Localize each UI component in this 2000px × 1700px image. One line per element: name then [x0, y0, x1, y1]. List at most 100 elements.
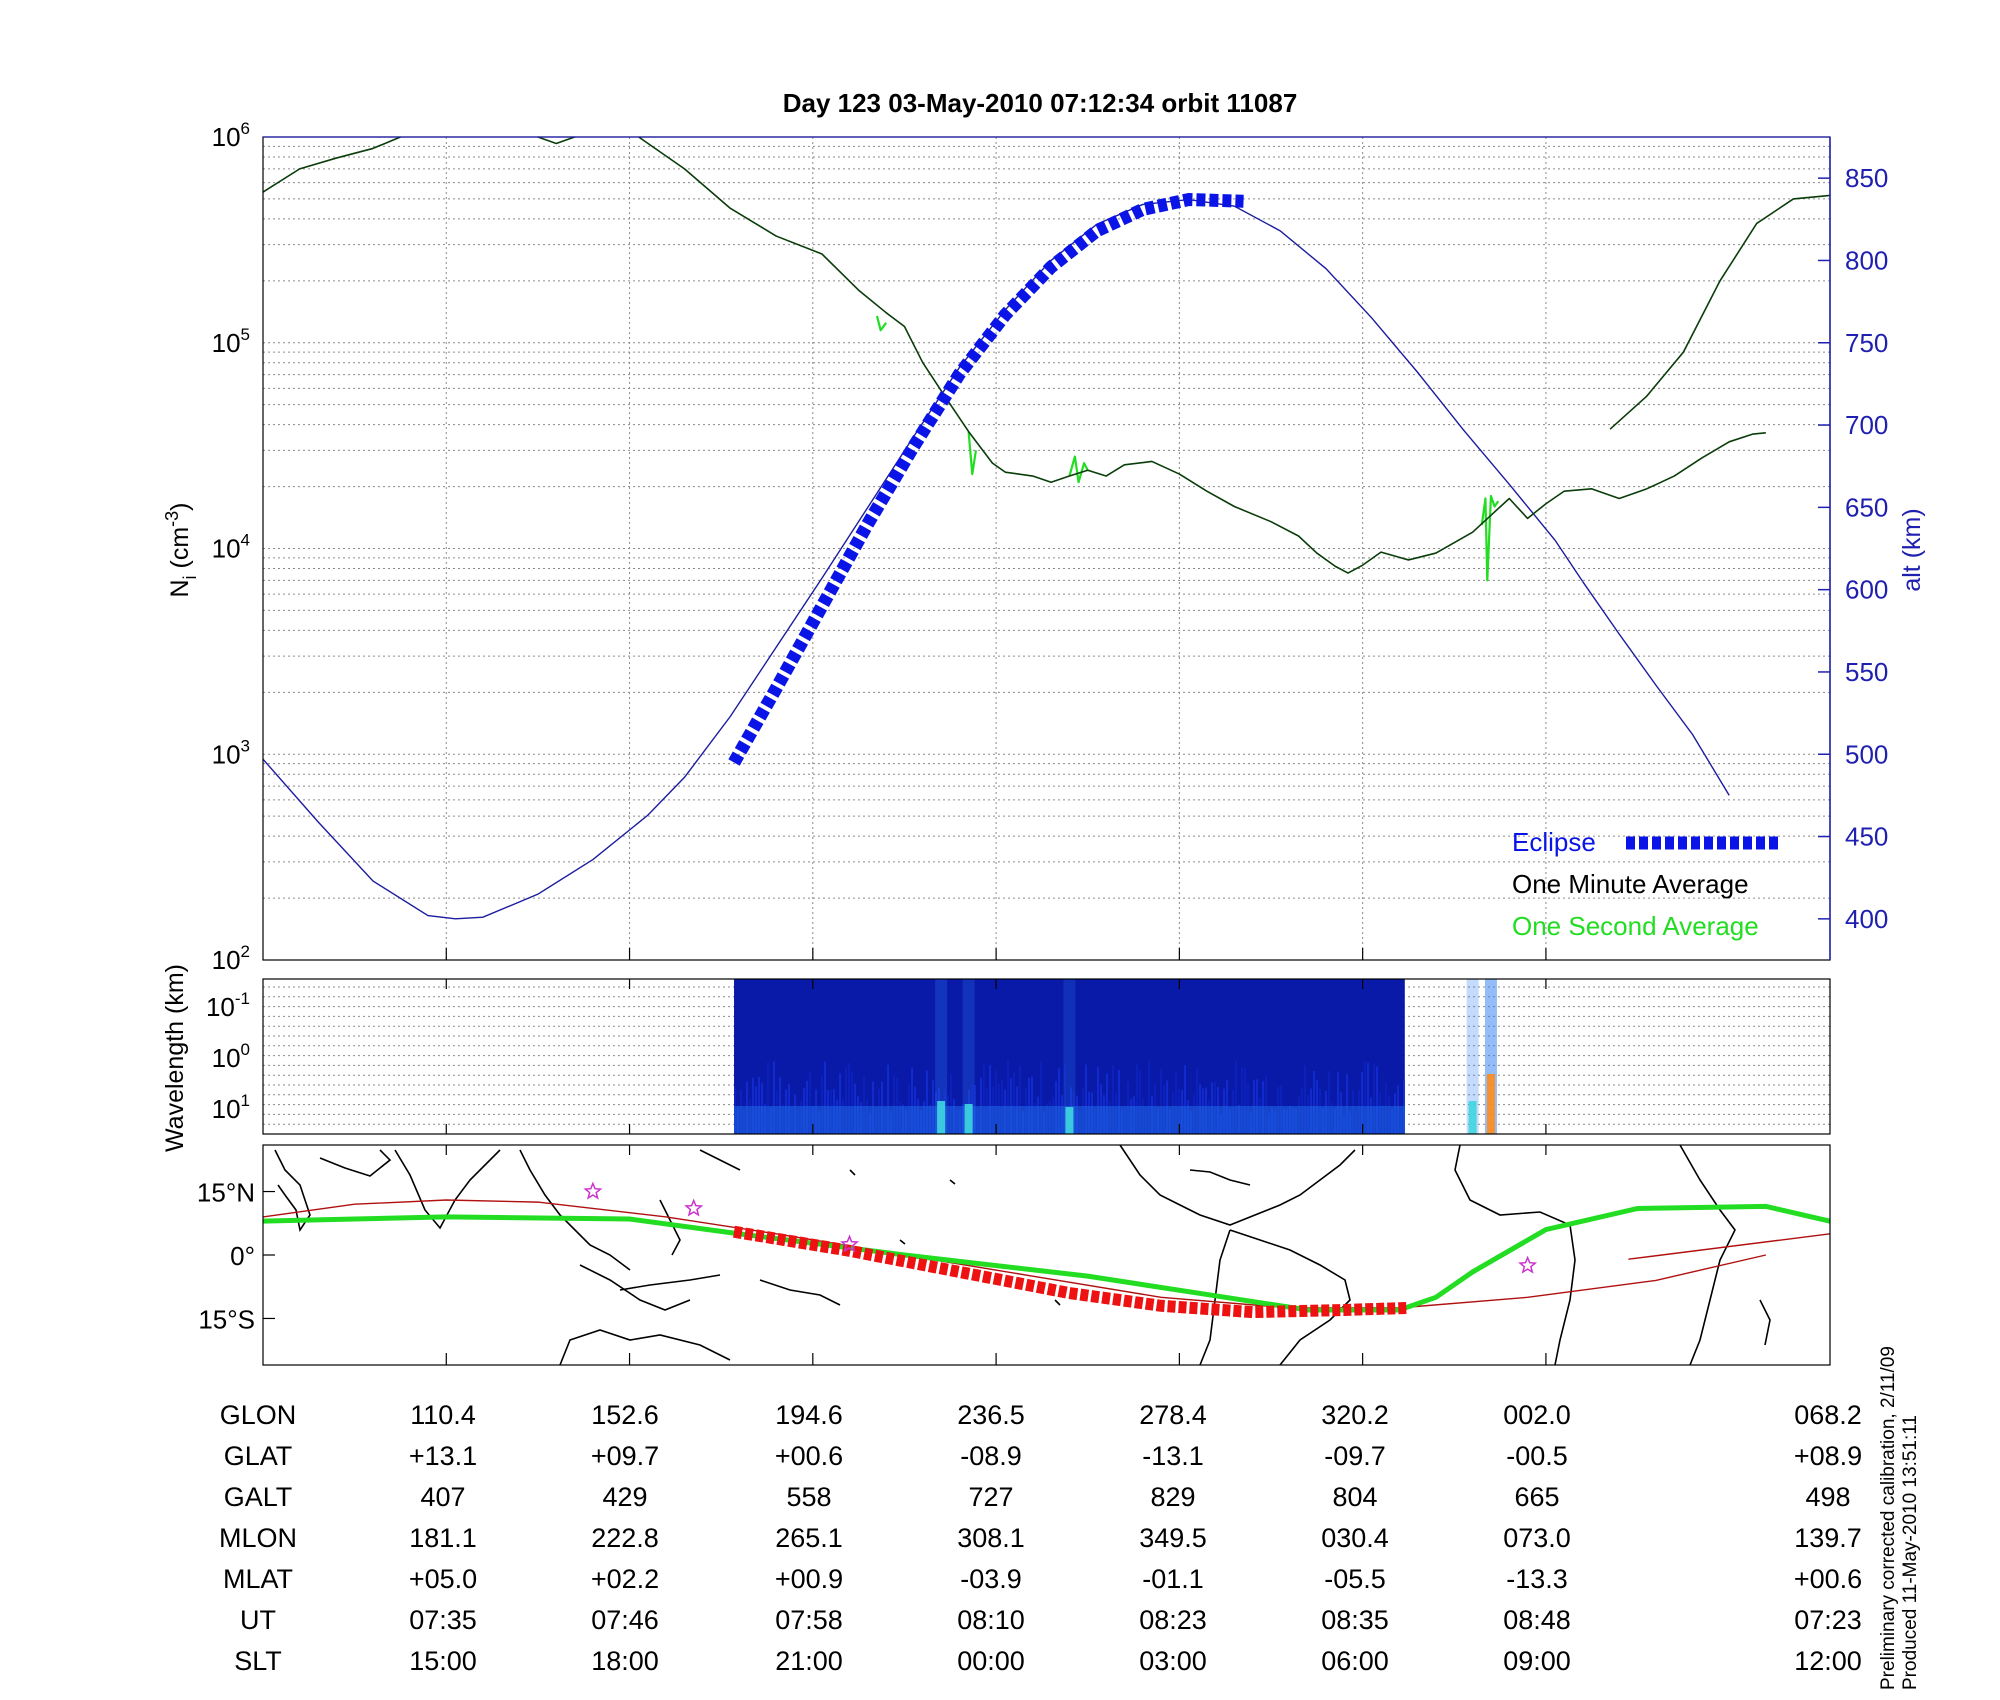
spectrogram-hotspot-column: [962, 979, 975, 1134]
ylabel-unit-post: ): [166, 502, 194, 510]
ion-density-tick-label: 104: [212, 531, 250, 564]
legend-minute-label: One Minute Average: [1512, 869, 1749, 899]
spectrogram-stripe: [1085, 1064, 1088, 1134]
row-label-ut: UT: [240, 1605, 276, 1635]
wavelength-tick-label: 100: [212, 1040, 250, 1073]
spectrogram-stripe: [1361, 1071, 1364, 1134]
altitude-tick-label: 850: [1845, 163, 1888, 193]
track-star-marker: [839, 1234, 860, 1253]
altitude-tick-label: 500: [1845, 739, 1888, 769]
spectrogram-stripe: [1328, 1071, 1331, 1134]
spectrogram-stripe: [1031, 1076, 1034, 1134]
one-minute-average-line: [537, 136, 575, 145]
spectrogram-stripe: [1241, 1067, 1244, 1134]
coastline-indonesia-1: [579, 1264, 691, 1311]
table-cell: 07:35: [409, 1605, 477, 1635]
table-cell: 558: [786, 1482, 832, 1512]
spectrogram-hotspot: [937, 1101, 946, 1134]
spectrogram-stripe: [1028, 1077, 1031, 1134]
table-cell: 030.4: [1321, 1523, 1389, 1553]
one-minute-average-line: [638, 136, 1766, 574]
spectrogram-stripe: [863, 1076, 866, 1134]
table-cell: -05.5: [1324, 1564, 1386, 1594]
tick-exponent: 3: [241, 736, 250, 755]
ground-track-series: [262, 1181, 1831, 1319]
coastline-pacific-islands: [849, 1169, 1061, 1306]
table-cell: 222.8: [591, 1523, 659, 1553]
spectrogram-stripe: [1040, 1061, 1043, 1134]
spectrogram-stripe: [893, 1075, 896, 1134]
coastline-south-america: [1229, 1229, 1351, 1366]
table-cell: +05.0: [408, 1564, 478, 1594]
spectrogram-stripe: [896, 1077, 899, 1134]
table-cell: 08:35: [1321, 1605, 1389, 1635]
tick-exponent: -1: [235, 989, 250, 1008]
row-label-mlat: MLAT: [222, 1564, 293, 1594]
table-cell: 407: [420, 1482, 466, 1512]
magnetic-track-line-late: [1628, 1233, 1831, 1260]
spectrogram-hotspot-column: [935, 979, 948, 1134]
coastline-arabia: [319, 1149, 392, 1177]
wavelength-tick-label: 10-1: [206, 989, 250, 1022]
spectrogram-axis-label: Wavelength (km): [161, 964, 189, 1152]
table-cell: 03:00: [1139, 1646, 1207, 1676]
spectrogram-stripe: [845, 1066, 848, 1134]
table-cell: 181.1: [409, 1523, 477, 1553]
tick-base: 10: [212, 1043, 241, 1073]
tick-exponent: 1: [241, 1091, 250, 1110]
spectrogram-stripe: [1058, 1068, 1061, 1134]
spectrogram-stripe: [1367, 1062, 1370, 1134]
spectrogram-stripe: [983, 1064, 986, 1134]
tick-exponent: 4: [241, 531, 250, 550]
tick-base: 10: [212, 122, 241, 152]
coastline-north-america: [1119, 1144, 1356, 1226]
tick-base: 10: [212, 534, 241, 564]
table-cell: 829: [1150, 1482, 1196, 1512]
spectrogram-stripe: [1373, 1064, 1376, 1134]
altitude-tick-label: 800: [1845, 245, 1888, 275]
spectrogram-stripe: [980, 1077, 983, 1134]
row-label-glat: GLAT: [223, 1441, 293, 1471]
one-minute-average-line-late: [1609, 194, 1831, 430]
table-cell: 07:23: [1794, 1605, 1862, 1635]
table-cell: 236.5: [957, 1400, 1025, 1430]
table-cell: 804: [1332, 1482, 1378, 1512]
altitude-y-ticks: 400 450 500 550 600 650 700 750 800 850: [1818, 163, 1888, 934]
spectrogram-stripe: [1184, 1065, 1187, 1134]
table-cell: 139.7: [1794, 1523, 1862, 1553]
spectrogram-stripe: [1196, 1069, 1199, 1134]
spectrogram-stripe: [1139, 1070, 1142, 1134]
spectrogram-stripe: [1175, 1072, 1178, 1134]
table-cell: -13.1: [1142, 1441, 1204, 1471]
coastline-madagascar: [1759, 1299, 1771, 1346]
legend-eclipse-label: Eclipse: [1512, 827, 1596, 857]
wavelength-tick-label: 101: [212, 1091, 250, 1124]
table-cell: +00.6: [774, 1441, 844, 1471]
table-cell: 08:48: [1503, 1605, 1571, 1635]
spectrogram-stripe: [1064, 1064, 1067, 1134]
table-cell: 429: [602, 1482, 648, 1512]
altitude-tick-label: 750: [1845, 328, 1888, 358]
altitude-tick-label: 400: [1845, 904, 1888, 934]
table-cell: +08.9: [1793, 1441, 1863, 1471]
coastline-japan: [699, 1149, 741, 1171]
spectrogram-stripe: [1013, 1072, 1016, 1134]
spectrogram-stripe: [1136, 1063, 1139, 1134]
ylabel-unit-pre: (cm: [166, 527, 194, 576]
ion-density-axis-label: Ni (cm-3): [162, 502, 200, 597]
table-cell: -08.9: [960, 1441, 1022, 1471]
one-minute-average-line: [262, 136, 401, 193]
spectrogram-stripe: [1364, 1060, 1367, 1134]
tick-exponent: 0: [241, 1040, 250, 1059]
legend: Eclipse One Minute Average One Second Av…: [1512, 827, 1778, 941]
track-star-marker: [1518, 1255, 1538, 1274]
spectrogram-stripe: [887, 1064, 890, 1134]
tick-exponent: 2: [241, 942, 250, 961]
ground-track-panel: 15°N 0° 15°S: [197, 1144, 1831, 1366]
spectrogram-grid: [263, 986, 1830, 1125]
table-cell: 07:58: [775, 1605, 843, 1635]
table-cell: 18:00: [591, 1646, 659, 1676]
